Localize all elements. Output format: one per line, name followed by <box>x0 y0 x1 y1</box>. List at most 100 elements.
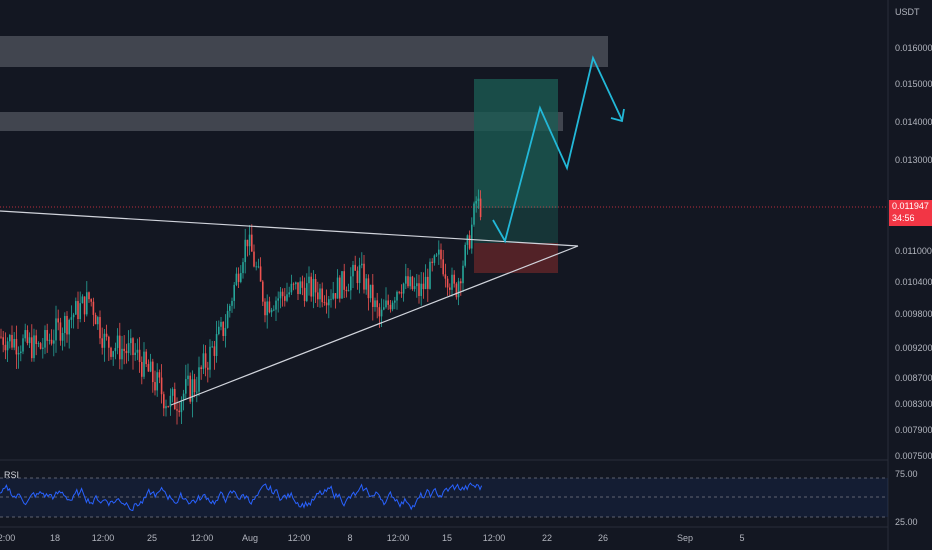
candle-body <box>132 338 134 355</box>
price-axis-tick: 0.009200 <box>895 343 932 353</box>
candle-body <box>28 337 31 344</box>
candle-body <box>215 334 218 356</box>
candle-body <box>72 314 75 318</box>
candle-body <box>237 273 240 282</box>
candle-body <box>264 301 266 316</box>
rsi-line <box>0 482 483 512</box>
candle-body <box>77 301 79 320</box>
candle-body <box>11 334 13 348</box>
resistance-zone-upper <box>0 36 608 67</box>
price-axis-tick: 0.008300 <box>895 399 932 409</box>
candle-body <box>475 201 477 204</box>
candle-body <box>79 303 81 320</box>
candle-body <box>42 347 44 349</box>
candle-body <box>479 198 482 218</box>
candle-body <box>473 203 475 225</box>
candle-body <box>275 300 277 310</box>
candle-body <box>180 400 183 413</box>
stop-loss-zone <box>474 243 558 273</box>
candle-body <box>341 271 343 299</box>
candle-body <box>429 261 431 289</box>
candle-body <box>182 393 185 401</box>
candle-body <box>416 283 418 287</box>
candle-body <box>134 352 136 355</box>
candle-body <box>187 375 189 380</box>
candle-body <box>4 344 7 351</box>
candle-body <box>345 289 348 292</box>
candle-body <box>211 346 213 348</box>
candle-body <box>226 310 229 328</box>
candle-body <box>411 276 414 290</box>
candle-body <box>233 284 235 301</box>
price-axis-tick: 0.011000 <box>895 246 932 256</box>
candle-body <box>292 283 295 285</box>
rsi-band <box>0 478 888 517</box>
candle-body <box>235 273 238 285</box>
candle-body <box>13 338 15 348</box>
descending-trendline <box>0 210 579 247</box>
candle-body <box>457 281 460 298</box>
candle-countdown: 34:56 <box>892 213 915 223</box>
candle-body <box>55 318 57 341</box>
candle-body <box>193 379 196 393</box>
candle-body <box>244 239 246 263</box>
candle-body <box>50 339 53 344</box>
candle-body <box>405 276 407 284</box>
candle-body <box>9 334 11 342</box>
rsi-indicator-label[interactable]: RSI <box>4 470 20 480</box>
candle-body <box>2 337 4 345</box>
candle-body <box>101 338 103 348</box>
time-axis-tick: 5 <box>739 533 744 543</box>
candle-body <box>213 346 216 356</box>
candle-body <box>229 305 231 311</box>
candle-body <box>207 367 209 370</box>
candle-body <box>171 388 174 396</box>
projection-path <box>492 55 623 244</box>
candle-body <box>290 283 293 293</box>
price-axis-tick: 0.014000 <box>895 117 932 127</box>
candle-body <box>83 296 86 315</box>
candle-body <box>90 299 92 302</box>
candle-body <box>127 343 130 354</box>
candle-body <box>123 348 125 351</box>
candle-body <box>323 302 326 303</box>
candle-body <box>66 315 68 335</box>
candle-body <box>257 266 260 268</box>
candle-body <box>334 293 337 299</box>
candle-body <box>409 276 411 287</box>
candle-body <box>361 263 363 266</box>
time-axis-tick: 15 <box>442 533 452 543</box>
candle-body <box>350 276 352 291</box>
candle-body <box>299 281 301 295</box>
candle-body <box>224 327 227 336</box>
candle-body <box>460 281 462 284</box>
candle-body <box>301 281 304 288</box>
time-axis-tick: 12:00 <box>288 533 311 543</box>
candle-body <box>202 353 205 370</box>
candle-body <box>119 335 121 360</box>
candle-body <box>92 301 95 315</box>
last-price-tag: 0.011947 34:56 <box>889 200 932 226</box>
candle-body <box>387 300 389 305</box>
candle-body <box>37 343 40 345</box>
candle-body <box>220 321 222 327</box>
candle-body <box>57 318 59 323</box>
time-axis-tick: 12:00 <box>387 533 410 543</box>
candle-body <box>372 284 374 307</box>
candle-body <box>138 349 141 362</box>
candle-body <box>365 278 367 290</box>
candle-body <box>363 263 365 290</box>
candle-body <box>420 283 422 297</box>
candle-body <box>86 292 88 315</box>
candle-body <box>477 198 480 202</box>
candle-body <box>354 264 356 271</box>
candle-body <box>22 338 24 352</box>
candle-body <box>418 283 420 297</box>
candle-body <box>204 353 207 368</box>
candle-body <box>0 336 2 338</box>
candle-body <box>343 271 345 290</box>
time-axis-tick: 26 <box>598 533 608 543</box>
candle-body <box>332 293 334 299</box>
candle-body <box>75 301 77 315</box>
candle-body <box>374 300 376 307</box>
